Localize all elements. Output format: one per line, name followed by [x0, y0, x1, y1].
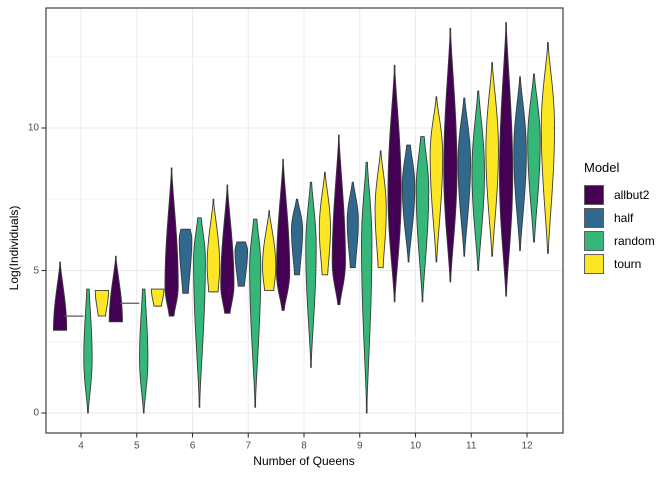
x-tick-label: 4 [78, 440, 84, 452]
legend-title: Model [584, 160, 620, 175]
x-axis-title: Number of Queens [253, 454, 355, 468]
violin-allbut2-q10 [387, 64, 402, 303]
violin-half-q9 [346, 181, 359, 269]
violin-tourn-q12 [540, 42, 555, 254]
violin-tourn-q7 [262, 210, 277, 291]
legend-item-label: allbut2 [614, 188, 650, 202]
y-tick-label: 0 [33, 407, 39, 419]
violin-tourn-q4 [94, 290, 109, 317]
x-tick-label: 6 [189, 440, 196, 452]
legend-key-swatch [584, 185, 604, 205]
violin-allbut2-q7 [220, 184, 235, 314]
violin-random-q9 [361, 161, 373, 414]
violin-allbut2-q4 [53, 261, 68, 331]
violin-tourn-q6 [206, 198, 221, 293]
violin-allbut2-q5 [108, 255, 123, 323]
violin-half-q10 [401, 144, 416, 263]
legend-item-label: half [614, 211, 634, 225]
legend-item-label: tourn [614, 257, 642, 271]
violin-allbut2-q6 [164, 167, 179, 317]
violin-allbut2-q11 [443, 27, 458, 283]
violin-allbut2-q12 [499, 22, 514, 297]
legend-items: allbut2 half random tourn [584, 184, 655, 275]
violin-tourn-q8 [318, 171, 331, 276]
violin-random-q12 [527, 73, 541, 243]
y-axis-title: Log(Individuals) [7, 205, 21, 291]
violin-random-q7 [249, 218, 262, 408]
violin-random-q8 [305, 181, 317, 368]
violin-tourn-q10 [429, 96, 444, 263]
x-tick-label: 9 [356, 440, 363, 452]
violin-tourn-q5 [150, 288, 165, 307]
violin-half-q11 [457, 97, 471, 257]
y-tick-label: 10 [27, 122, 39, 134]
legend: Model allbut2 half random tourn [584, 160, 655, 276]
violin-random-q5 [139, 288, 149, 414]
violin-half-q6 [178, 228, 193, 294]
violin-random-q6 [193, 217, 206, 408]
x-tick-label: 12 [521, 440, 533, 452]
x-tick-label: 5 [133, 440, 140, 452]
violin-allbut2-q8 [276, 158, 291, 311]
legend-key-swatch [584, 231, 604, 251]
legend-item-label: random [614, 234, 655, 248]
violin-random-q10 [415, 136, 430, 303]
legend-item-allbut2: allbut2 [584, 184, 655, 206]
y-tick-label: 5 [33, 265, 39, 276]
x-tick-label: 8 [301, 440, 307, 452]
x-tick-label: 11 [466, 440, 477, 452]
violin-half-q7 [234, 241, 249, 287]
legend-key-swatch [584, 208, 604, 228]
legend-key-swatch [584, 254, 604, 274]
legend-item-random: random [584, 230, 655, 252]
violin-allbut2-q9 [331, 134, 346, 306]
violin-half-q8 [291, 198, 304, 276]
violin-tourn-q9 [374, 150, 387, 269]
violin-random-q11 [471, 90, 485, 271]
violin-half-q12 [513, 76, 527, 252]
x-tick-label: 7 [245, 440, 252, 452]
violin-random-q4 [83, 288, 93, 414]
x-tick-label: 10 [409, 440, 422, 452]
legend-item-half: half [584, 207, 655, 229]
legend-item-tourn: tourn [584, 253, 655, 275]
violin-tourn-q11 [485, 62, 499, 257]
